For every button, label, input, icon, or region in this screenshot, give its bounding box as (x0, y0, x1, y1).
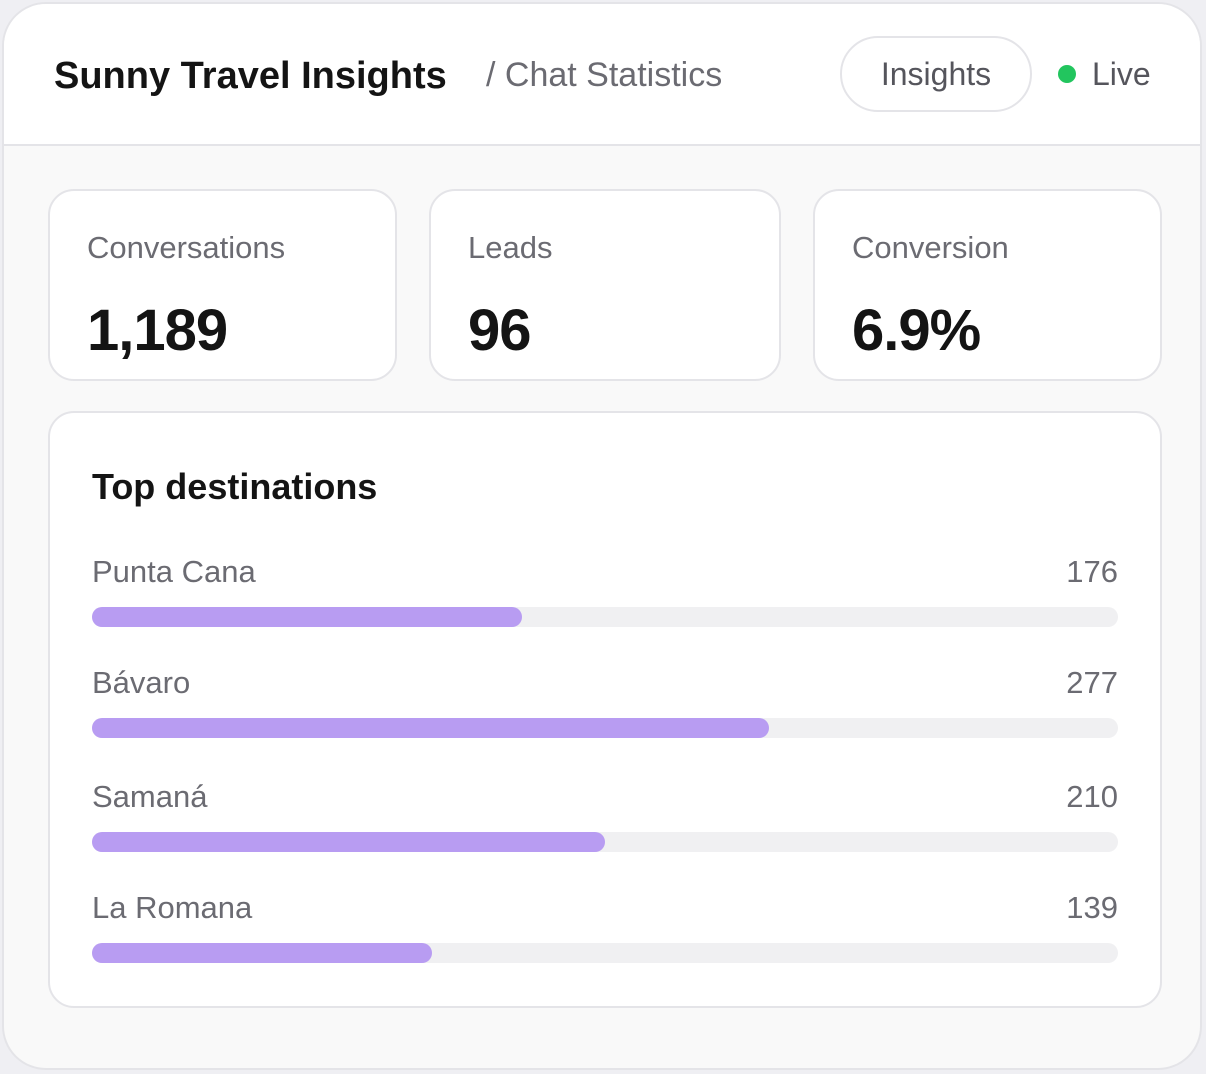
stat-label: Conversations (87, 230, 286, 265)
bar (92, 718, 769, 738)
stat-card: Conversations 1,189 (48, 189, 397, 381)
bar (92, 607, 522, 627)
insights-button[interactable]: Insights (840, 36, 1032, 112)
destination-name: Bávaro (92, 665, 191, 700)
destination-count: 277 (1066, 665, 1118, 700)
header: Sunny Travel Insights / Chat Statistics … (4, 4, 1200, 146)
status-dot (1058, 65, 1076, 83)
destinations-card: Top destinations Punta Cana 176 Bávaro 277 S… (48, 411, 1162, 1008)
bar-track (92, 832, 1118, 852)
bar-track (92, 943, 1118, 963)
destination-count: 139 (1066, 890, 1118, 925)
subtitle: / Chat Statistics (486, 56, 723, 94)
destination-name: La Romana (92, 890, 253, 925)
title: Sunny Travel Insights (54, 55, 447, 97)
stat-card: Conversion 6.9% (813, 189, 1162, 381)
bar-track (92, 607, 1118, 627)
destination-name: Samaná (92, 779, 208, 814)
destinations-title: Top destinations (92, 466, 378, 507)
bar (92, 943, 432, 963)
status: Live (1092, 56, 1151, 92)
stat-card: Leads 96 (429, 189, 781, 381)
bar-track (92, 718, 1118, 738)
bar (92, 832, 605, 852)
stat-value: 1,189 (87, 298, 228, 363)
destination-name: Punta Cana (92, 554, 256, 589)
stat-label: Leads (468, 230, 553, 265)
destination-count: 210 (1066, 779, 1118, 814)
destination-count: 176 (1066, 554, 1118, 589)
stat-value: 6.9% (852, 298, 981, 363)
stat-value: 96 (468, 298, 532, 363)
stat-label: Conversion (852, 230, 1009, 265)
